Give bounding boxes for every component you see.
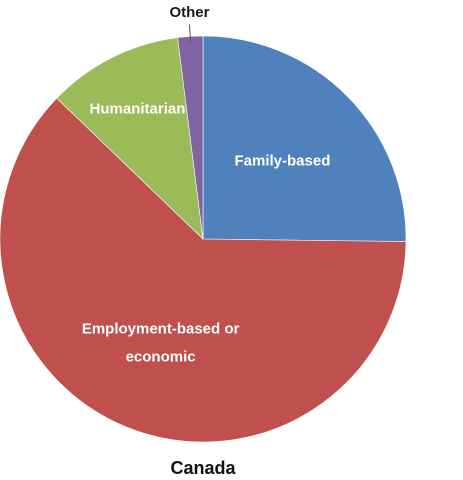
pie-label-employment-based-or-economic-line-2: economic [126,348,196,365]
pie-slice-family-based [202,35,407,242]
pie-label-other: Other [169,4,209,21]
pie-leader-line-other [189,24,192,43]
pie-slices [0,35,407,443]
chart-caption: Canada [170,458,236,478]
pie-slice-employment-based-or-economic [0,97,407,443]
pie-slice-humanitarian [56,37,204,240]
pie-label-family-based-line-1: Family-based [235,153,331,170]
pie-label-employment-based-or-economic-line-1: Employment-based or [82,320,240,337]
pie-label-employment-based-or-economic: Employment-based or economic [82,320,240,365]
pie-label-humanitarian: Humanitarian [90,100,186,117]
pie-labels: Family-based Employment-based or economic H… [82,4,331,365]
pie-label-family-based: Family-based [235,153,331,170]
pie-label-humanitarian-line-1: Humanitarian [90,100,186,117]
